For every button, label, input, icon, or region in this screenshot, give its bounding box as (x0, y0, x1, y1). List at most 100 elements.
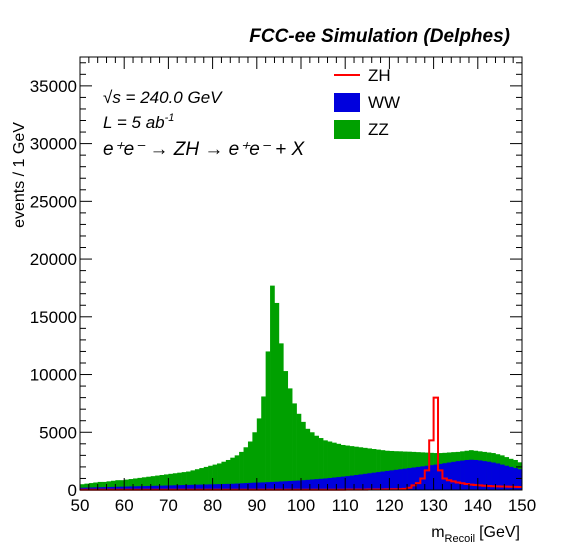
zz-bar (376, 449, 381, 490)
zz-bar (128, 479, 134, 490)
ww-bar (384, 470, 390, 490)
zz-bar (168, 473, 174, 490)
zz-bar (354, 446, 359, 490)
ww-bar (309, 479, 315, 490)
ww-bar (477, 460, 483, 490)
zz-bar (163, 474, 169, 490)
legend-label-zh: ZH (368, 66, 391, 85)
ww-bar (486, 461, 492, 490)
zz-bar (106, 481, 112, 490)
zz-bar (331, 442, 337, 490)
ww-bar (274, 481, 280, 490)
zz-bar (349, 446, 355, 490)
zz-bar (93, 482, 98, 490)
zz-bar (159, 474, 165, 490)
x-tick-label: 60 (115, 496, 134, 515)
zz-bar (225, 459, 231, 490)
zz-bar (283, 371, 289, 490)
ww-bar (119, 486, 125, 490)
zz-bar (194, 469, 200, 490)
zz-bar (141, 477, 147, 490)
ww-bar (451, 461, 456, 490)
zz-bar (186, 471, 191, 490)
ww-bar (172, 485, 178, 490)
zz-bar (217, 463, 222, 490)
zz-bar (358, 447, 364, 490)
ww-bar (482, 461, 487, 490)
ww-bar (362, 473, 368, 490)
ww-bar (190, 484, 196, 490)
y-tick-label: 20000 (30, 250, 77, 269)
ww-bar (212, 484, 218, 490)
ww-bar (358, 474, 364, 490)
ww-bar (155, 485, 160, 490)
ww-bar (323, 478, 328, 490)
zz-bar (292, 403, 297, 490)
ww-bar (230, 483, 235, 490)
ww-bar (247, 482, 253, 490)
ww-bar (128, 486, 134, 490)
ww-bar (217, 484, 222, 490)
zz-bar (296, 413, 302, 490)
ww-bar (159, 485, 165, 490)
zz-bar (384, 450, 390, 490)
ww-bar (265, 482, 271, 490)
zz-bar (119, 480, 125, 490)
ww-bar (181, 485, 187, 490)
ww-bar (464, 459, 470, 490)
ww-bar (340, 476, 346, 490)
y-tick-label: 30000 (30, 135, 77, 154)
zz-bar (88, 483, 94, 490)
ww-bar (177, 485, 182, 490)
ww-bar (331, 477, 337, 490)
zz-bar (212, 464, 218, 490)
ww-bar (146, 485, 152, 490)
ww-bar (318, 478, 324, 490)
ww-bar (402, 468, 408, 490)
x-tick-label: 110 (332, 496, 359, 515)
zz-bar (340, 444, 346, 490)
ww-bar (141, 486, 147, 490)
ww-bar (270, 481, 275, 490)
y-tick-label: 0 (68, 481, 77, 500)
ww-bar (389, 470, 395, 490)
ww-bar (194, 484, 200, 490)
x-axis-title-sub: Recoil (445, 533, 476, 544)
zz-bar (155, 475, 160, 490)
x-axis-title: mRecoil [GeV] (431, 524, 520, 544)
ww-bar (455, 461, 461, 490)
ww-bar (327, 477, 333, 490)
zz-bar (301, 421, 306, 490)
zz-bar (208, 465, 213, 490)
ww-bar (296, 480, 302, 490)
ww-bar (367, 473, 373, 490)
ww-bar (287, 480, 293, 490)
ww-bar (301, 480, 306, 490)
zz-bar (318, 438, 324, 490)
sqrt-s-label: √s = 240.0 GeV (103, 88, 223, 107)
luminosity-exponent: -1 (165, 112, 175, 124)
x-tick-label: 90 (247, 496, 266, 515)
ww-bar (203, 484, 209, 490)
ww-bar (491, 462, 496, 490)
ww-bar (499, 464, 505, 490)
ww-bar (380, 471, 386, 490)
zz-bar (221, 461, 227, 490)
zz-bar (327, 441, 333, 490)
zz-bar (177, 472, 182, 490)
x-tick-label: 140 (464, 496, 492, 515)
ww-bar (424, 465, 430, 490)
zz-bar (380, 450, 386, 490)
ww-bar (411, 467, 417, 490)
zz-bar (190, 470, 196, 490)
y-axis-title: events / 1 GeV (11, 122, 28, 228)
zz-bar (247, 441, 253, 490)
y-tick-label: 25000 (30, 192, 77, 211)
luminosity-label: L = 5 ab-1 (103, 112, 174, 132)
zz-bar (252, 432, 258, 490)
ww-bar (93, 487, 98, 490)
ww-bar (252, 482, 258, 490)
legend: ZH WW ZZ (334, 66, 400, 139)
y-tick-label: 10000 (30, 366, 77, 385)
